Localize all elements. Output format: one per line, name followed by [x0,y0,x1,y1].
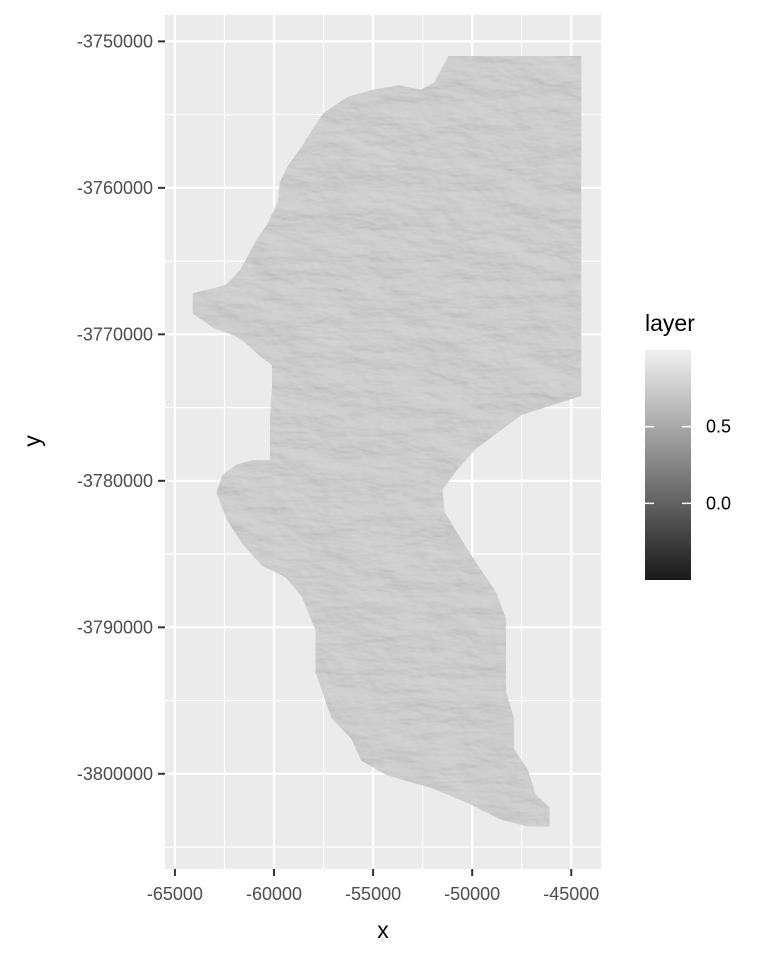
legend-label: 0.0 [706,493,731,513]
x-tick-label: -45000 [543,884,599,904]
x-axis-title: x [377,917,389,943]
x-tick-label: -60000 [246,884,302,904]
x-tick-label: -65000 [147,884,203,904]
y-axis-title: y [19,435,45,447]
legend-colorbar [645,350,691,580]
legend-title: layer [645,310,695,336]
y-tick-label: -3760000 [77,178,153,198]
y-tick-label: -3780000 [77,471,153,491]
y-tick-label: -3790000 [77,617,153,637]
y-tick-label: -3750000 [77,31,153,51]
x-axis: -65000 -60000 -55000 -50000 -45000 [147,869,599,904]
legend-breaks: 0.0 0.5 [645,417,731,513]
legend-label: 0.5 [706,417,731,437]
x-tick-label: -55000 [345,884,401,904]
x-tick-label: -50000 [444,884,500,904]
legend: layer 0.0 0.5 [645,310,731,580]
y-axis: -3750000 -3760000 -3770000 -3780000 -3790000… [77,31,165,784]
y-tick-label: -3800000 [77,764,153,784]
y-tick-label: -3770000 [77,324,153,344]
